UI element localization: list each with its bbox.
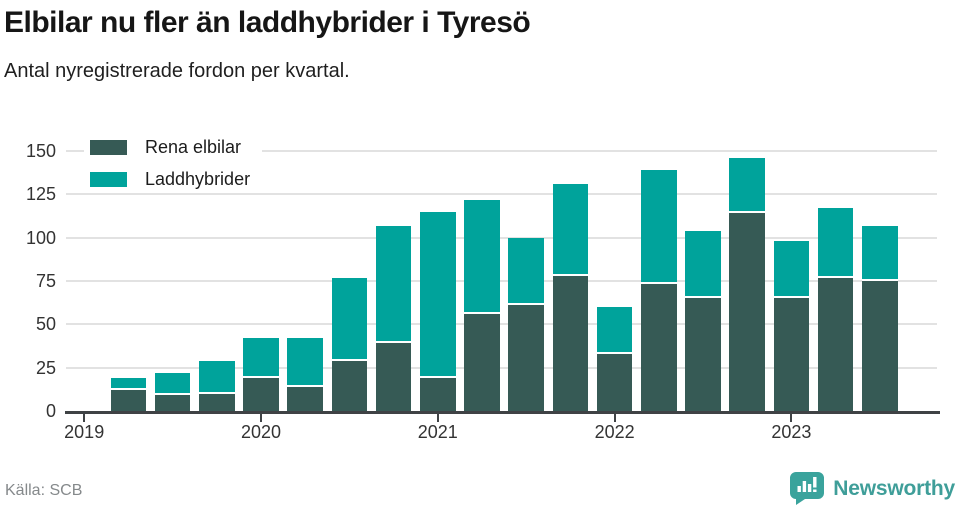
bar-segment-laddhybrider <box>817 208 854 278</box>
x-axis-line <box>65 411 940 414</box>
bar-segment-rena-elbilar <box>552 275 589 411</box>
bar-segment-rena-elbilar <box>641 284 677 411</box>
legend-label: Laddhybrider <box>145 169 251 189</box>
y-axis-tick-label: 25 <box>35 357 56 378</box>
bar-segment-laddhybrider <box>773 241 810 299</box>
x-axis-year-label: 2021 <box>417 422 458 442</box>
bar-segment-rena-elbilar <box>331 360 368 411</box>
source-label: Källa: SCB <box>5 482 83 499</box>
gridline-125 <box>66 193 937 196</box>
bar-segment-rena-elbilar <box>464 313 500 411</box>
x-axis-year-label: 2022 <box>594 422 635 442</box>
x-axis-tick-2020 <box>260 413 262 422</box>
newsworthy-logo: Newsworthy <box>790 472 955 505</box>
newsworthy-wordmark: Newsworthy <box>833 476 955 500</box>
x-axis-year-label: 2019 <box>64 422 105 442</box>
bar-segment-rena-elbilar <box>773 298 810 411</box>
gridline-25 <box>66 366 937 369</box>
bar-segment-rena-elbilar <box>817 277 854 411</box>
bar-segment-rena-elbilar <box>243 378 279 411</box>
newsworthy-speech-bubble-bar-chart-icon <box>790 472 825 505</box>
x-axis-year-label: 2020 <box>240 422 282 442</box>
bar-segment-laddhybrider <box>287 338 323 387</box>
bar-segment-laddhybrider <box>420 211 456 379</box>
bar-segment-laddhybrider <box>375 225 412 344</box>
bar-segment-laddhybrider <box>685 230 721 299</box>
bar-segment-rena-elbilar <box>154 395 191 411</box>
y-axis-tick-label: 0 <box>45 401 56 421</box>
y-axis-tick-label: 75 <box>35 271 56 291</box>
y-axis-tick-label: 150 <box>25 141 56 161</box>
bar-segment-laddhybrider <box>331 277 368 361</box>
page-subtitle: Antal nyregistrerade fordon per kvartal. <box>4 60 350 82</box>
bar-segment-laddhybrider <box>154 372 191 396</box>
y-axis-tick-label: 100 <box>25 227 56 248</box>
bar-segment-rena-elbilar <box>685 298 721 411</box>
gridline-150 <box>66 150 937 152</box>
bar-segment-laddhybrider <box>199 360 235 394</box>
bar-segment-laddhybrider <box>641 170 677 285</box>
legend-label: Rena elbilar <box>145 137 242 157</box>
bar-segment-laddhybrider <box>110 378 147 391</box>
x-axis-tick-2022 <box>613 413 616 422</box>
bar-segment-laddhybrider <box>508 237 544 306</box>
legend-item-laddhybrider: Laddhybrider <box>84 167 263 192</box>
x-axis-tick-2023 <box>790 413 793 422</box>
x-axis-tick-2019 <box>83 413 86 422</box>
bar-segment-rena-elbilar <box>199 393 235 411</box>
x-axis-year-label: 2023 <box>771 422 812 442</box>
bar-segment-rena-elbilar <box>862 281 898 411</box>
bar-segment-laddhybrider <box>243 338 279 379</box>
page-title: Elbilar nu fler än laddhybrider i Tyresö <box>4 6 531 39</box>
gridline-50 <box>66 323 937 326</box>
bar-segment-rena-elbilar <box>287 386 323 411</box>
bar-segment-rena-elbilar <box>420 378 456 411</box>
bar-segment-laddhybrider <box>464 199 500 314</box>
bar-segment-laddhybrider <box>862 225 898 281</box>
bar-segment-rena-elbilar <box>596 353 633 411</box>
bar-segment-rena-elbilar <box>729 213 765 411</box>
y-axis-tick-label: 125 <box>25 184 56 205</box>
y-axis-tick-label: 50 <box>35 314 56 335</box>
x-axis-tick-2021 <box>436 413 439 422</box>
bar-segment-laddhybrider <box>552 183 589 276</box>
legend-item-rena-elbilar: Rena elbilar <box>84 135 263 160</box>
bar-segment-rena-elbilar <box>375 343 412 411</box>
legend-swatch-rena-elbilar <box>90 140 127 155</box>
bar-segment-laddhybrider <box>596 307 633 354</box>
legend-swatch-laddhybrider <box>90 172 127 187</box>
bar-segment-rena-elbilar <box>110 390 147 411</box>
bar-segment-rena-elbilar <box>508 305 544 411</box>
gridline-75 <box>66 280 937 282</box>
legend: Rena elbilar Laddhybrider <box>84 135 263 199</box>
bar-segment-laddhybrider <box>729 157 765 214</box>
gridline-100 <box>66 236 937 239</box>
